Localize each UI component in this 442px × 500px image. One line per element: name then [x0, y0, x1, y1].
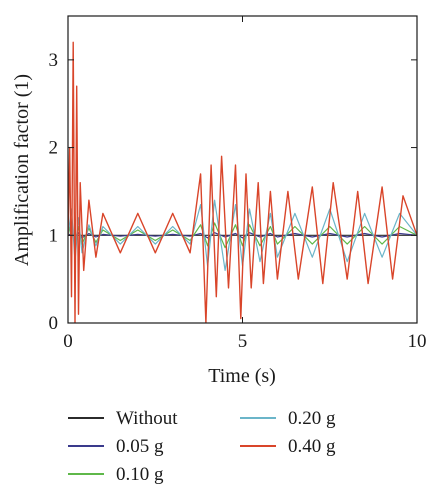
- legend-label-0: Without: [116, 408, 178, 429]
- legend-label-4: 0.40 g: [288, 436, 336, 457]
- y-axis-ticks: 0 1 2 3: [49, 50, 417, 334]
- x-tick-label: 0: [63, 331, 73, 352]
- y-axis-title: Amplification factor (1): [11, 74, 33, 266]
- y-tick-label: 3: [49, 50, 59, 71]
- legend: Without 0.05 g 0.10 g 0.20 g 0.40 g: [68, 408, 336, 485]
- legend-label-2: 0.10 g: [116, 464, 164, 485]
- x-axis-ticks: 0 5 10: [63, 16, 427, 352]
- legend-label-1: 0.05 g: [116, 436, 164, 457]
- series-line-1: [68, 232, 417, 239]
- series-layer: [68, 41, 417, 323]
- y-tick-label: 0: [49, 313, 59, 334]
- series-line-4: [68, 41, 417, 323]
- x-tick-label: 5: [238, 331, 248, 352]
- y-tick-label: 1: [49, 225, 59, 246]
- series-line-2: [68, 221, 417, 249]
- x-axis-title: Time (s): [208, 365, 276, 387]
- x-tick-label: 10: [408, 331, 427, 352]
- legend-label-3: 0.20 g: [288, 408, 336, 429]
- y-tick-label: 2: [49, 138, 59, 159]
